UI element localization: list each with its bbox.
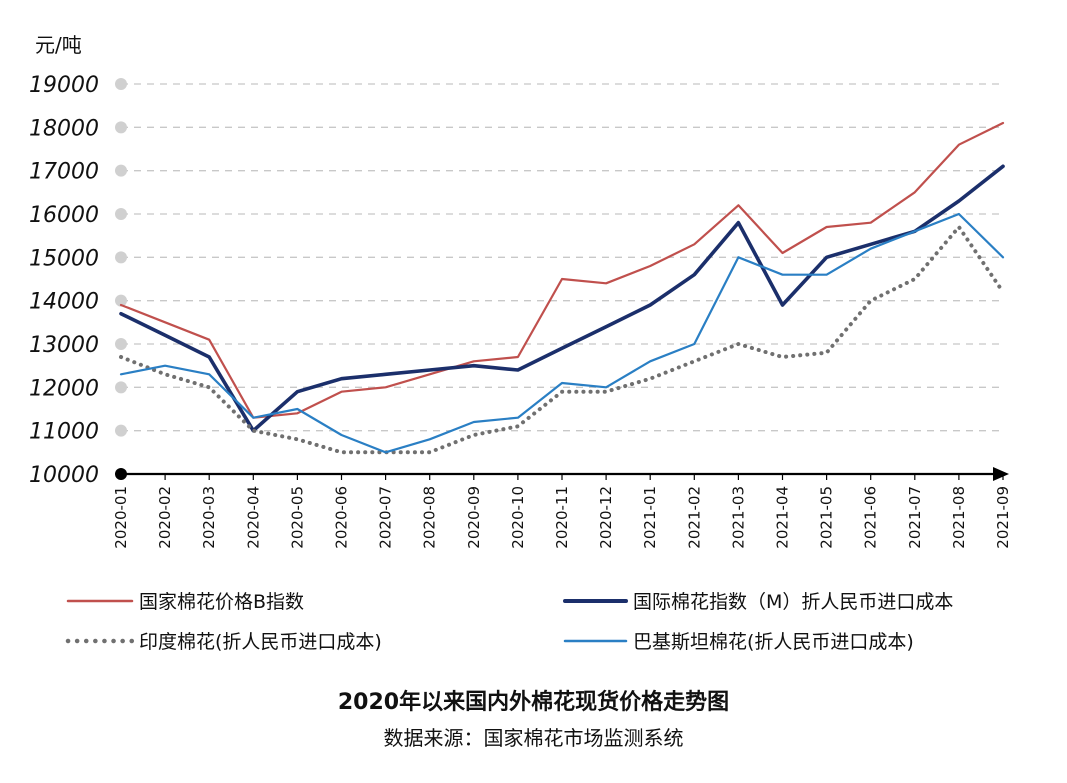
x-tick-label: 2020-10: [509, 486, 527, 549]
y-tick-label: 12000: [29, 376, 99, 401]
x-tick-label: 2020-08: [421, 486, 439, 549]
x-tick-labels: 2020-01 2020-02 2020-03 2020-04 2020-05 2020-…: [112, 474, 1012, 549]
x-tick-label: 2021-06: [862, 486, 880, 549]
chart-canvas: 元/吨 100001100012000130001400015000160001…: [29, 33, 1012, 653]
grid-lines: [115, 78, 1003, 437]
x-tick-label: 2020-01: [112, 486, 130, 549]
y-tick-label: 10000: [29, 463, 99, 488]
legend: 国家棉花价格B指数 国际棉花指数（M）折人民币进口成本印度棉花(折人民币进口成本)…: [65, 591, 953, 653]
legend-label-0: 国家棉花价格B指数: [139, 591, 304, 613]
x-tick-label: 2021-05: [818, 486, 836, 549]
grid-dot: [115, 381, 127, 394]
series-line-3: [119, 212, 1005, 454]
x-tick-label: 2020-02: [156, 486, 174, 549]
x-tick-label: 2021-09: [994, 486, 1012, 549]
y-axis-unit-label: 元/吨: [35, 33, 82, 57]
grid-dot: [115, 251, 127, 264]
x-tick-label: 2021-01: [641, 486, 659, 549]
y-tick-label: 13000: [29, 333, 99, 358]
grid-dot: [115, 338, 127, 350]
series-lines: [119, 121, 1005, 455]
grid-dot: [115, 294, 127, 307]
x-tick-label: 2020-09: [465, 486, 483, 549]
y-tick-label: 15000: [29, 246, 99, 271]
grid-dot: [115, 78, 127, 90]
x-tick-label: 2020-07: [377, 486, 395, 549]
x-axis-arrow: [993, 467, 1009, 481]
chart-source: 数据来源：国家棉花市场监测系统: [383, 726, 684, 750]
legend-label-2: 印度棉花(折人民币进口成本): [139, 631, 382, 653]
y-tick-label: 11000: [29, 420, 99, 445]
grid-dot: [115, 424, 127, 437]
y-tick-labels: 10000 11000 12000 13000 14000 15000 16000 17000…: [29, 73, 99, 488]
series-line-0: [119, 121, 1005, 419]
x-tick-label: 2020-04: [244, 486, 262, 549]
x-tick-label: 2020-06: [333, 486, 351, 549]
x-tick-label: 2021-02: [685, 486, 703, 549]
x-tick-label: 2021-03: [729, 486, 747, 549]
x-tick-label: 2020-11: [553, 486, 571, 549]
grid-dot: [115, 164, 127, 177]
x-tick-label: 2020-03: [200, 486, 218, 549]
y-tick-label: 16000: [29, 203, 99, 228]
legend-label-1: 国际棉花指数（M）折人民币进口成本: [633, 591, 953, 613]
y-tick-label: 14000: [29, 290, 99, 315]
grid-dot: [115, 208, 127, 220]
grid-dot: [115, 121, 127, 134]
x-tick-label: 2020-12: [597, 486, 615, 549]
x-tick-label: 2021-04: [774, 486, 792, 549]
y-tick-label: 19000: [29, 73, 99, 98]
x-tick-label: 2021-08: [950, 486, 968, 549]
y-tick-label: 17000: [29, 160, 99, 185]
legend-label-3: 巴基斯坦棉花(折人民币进口成本): [633, 631, 914, 653]
chart-title: 2020年以来国内外棉花现货价格走势图: [337, 690, 730, 715]
x-tick-label: 2021-07: [906, 486, 924, 549]
x-tick-label: 2020-05: [288, 486, 306, 549]
y-tick-label: 18000: [29, 116, 99, 141]
